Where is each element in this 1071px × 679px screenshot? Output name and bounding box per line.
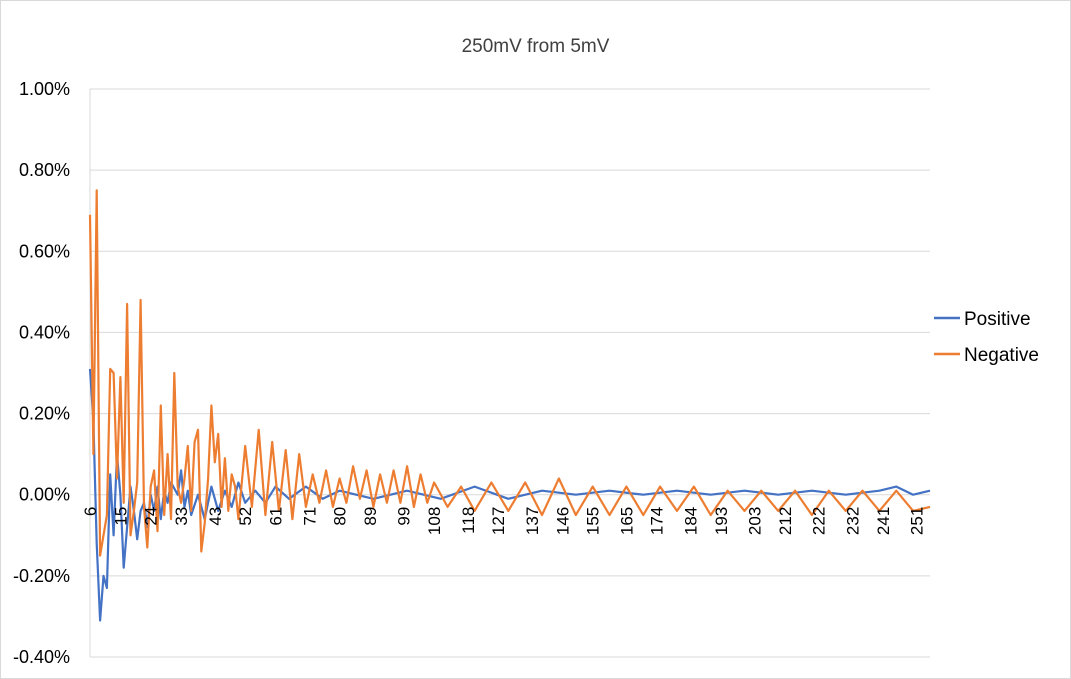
x-tick-label: 33 (172, 507, 191, 526)
y-tick-label: -0.40% (13, 647, 70, 667)
series-line-positive (88, 368, 931, 622)
x-tick-label: 127 (489, 507, 508, 535)
series-line-negative (88, 189, 931, 557)
x-tick-label: 241 (874, 507, 893, 535)
x-tick-label: 24 (142, 507, 161, 526)
x-tick-label: 193 (712, 507, 731, 535)
y-axis-ticks: 1.00% 0.80% 0.60% 0.40% 0.20% 0.00% -0.20% -0.4… (13, 79, 70, 667)
x-tick-label: 118 (459, 507, 478, 534)
x-tick-label: 71 (300, 507, 319, 526)
x-tick-label: 108 (425, 507, 444, 535)
y-tick-label: 0.40% (19, 322, 70, 342)
x-tick-label: 61 (267, 507, 286, 526)
x-tick-label: 222 (810, 507, 829, 535)
x-axis-ticks: 6 15 24 33 43 52 61 71 80 89 99 108 118 127 137 146 155 1… (81, 507, 927, 535)
x-tick-label: 80 (331, 507, 350, 526)
y-tick-label: 0.00% (19, 485, 70, 505)
y-tick-label: 0.80% (19, 160, 70, 180)
y-tick-label: -0.20% (13, 566, 70, 586)
x-tick-label: 137 (523, 507, 542, 535)
chart-title: 250mV from 5mV (461, 36, 610, 57)
x-tick-label: 165 (617, 507, 636, 535)
legend-label-negative: Negative (964, 345, 1039, 366)
gridlines (89, 88, 930, 658)
legend: Positive Negative (934, 309, 1039, 366)
x-tick-label: 155 (584, 507, 603, 535)
x-tick-label: 212 (776, 507, 795, 535)
y-tick-label: 0.20% (19, 404, 70, 424)
x-tick-label: 6 (81, 507, 100, 516)
x-tick-label: 184 (681, 507, 700, 535)
x-tick-label: 15 (111, 507, 130, 526)
x-tick-label: 251 (908, 507, 927, 535)
x-tick-label: 89 (361, 507, 380, 526)
series-lines (88, 189, 931, 622)
x-tick-label: 99 (395, 507, 414, 526)
y-tick-label: 0.60% (19, 241, 70, 261)
x-tick-label: 43 (206, 507, 225, 526)
x-tick-label: 52 (236, 507, 255, 526)
x-tick-label: 232 (843, 507, 862, 535)
legend-label-positive: Positive (964, 309, 1031, 330)
x-tick-label: 174 (648, 507, 667, 535)
x-tick-label: 203 (746, 507, 765, 535)
x-tick-label: 146 (553, 507, 572, 535)
y-tick-label: 1.00% (19, 79, 70, 99)
